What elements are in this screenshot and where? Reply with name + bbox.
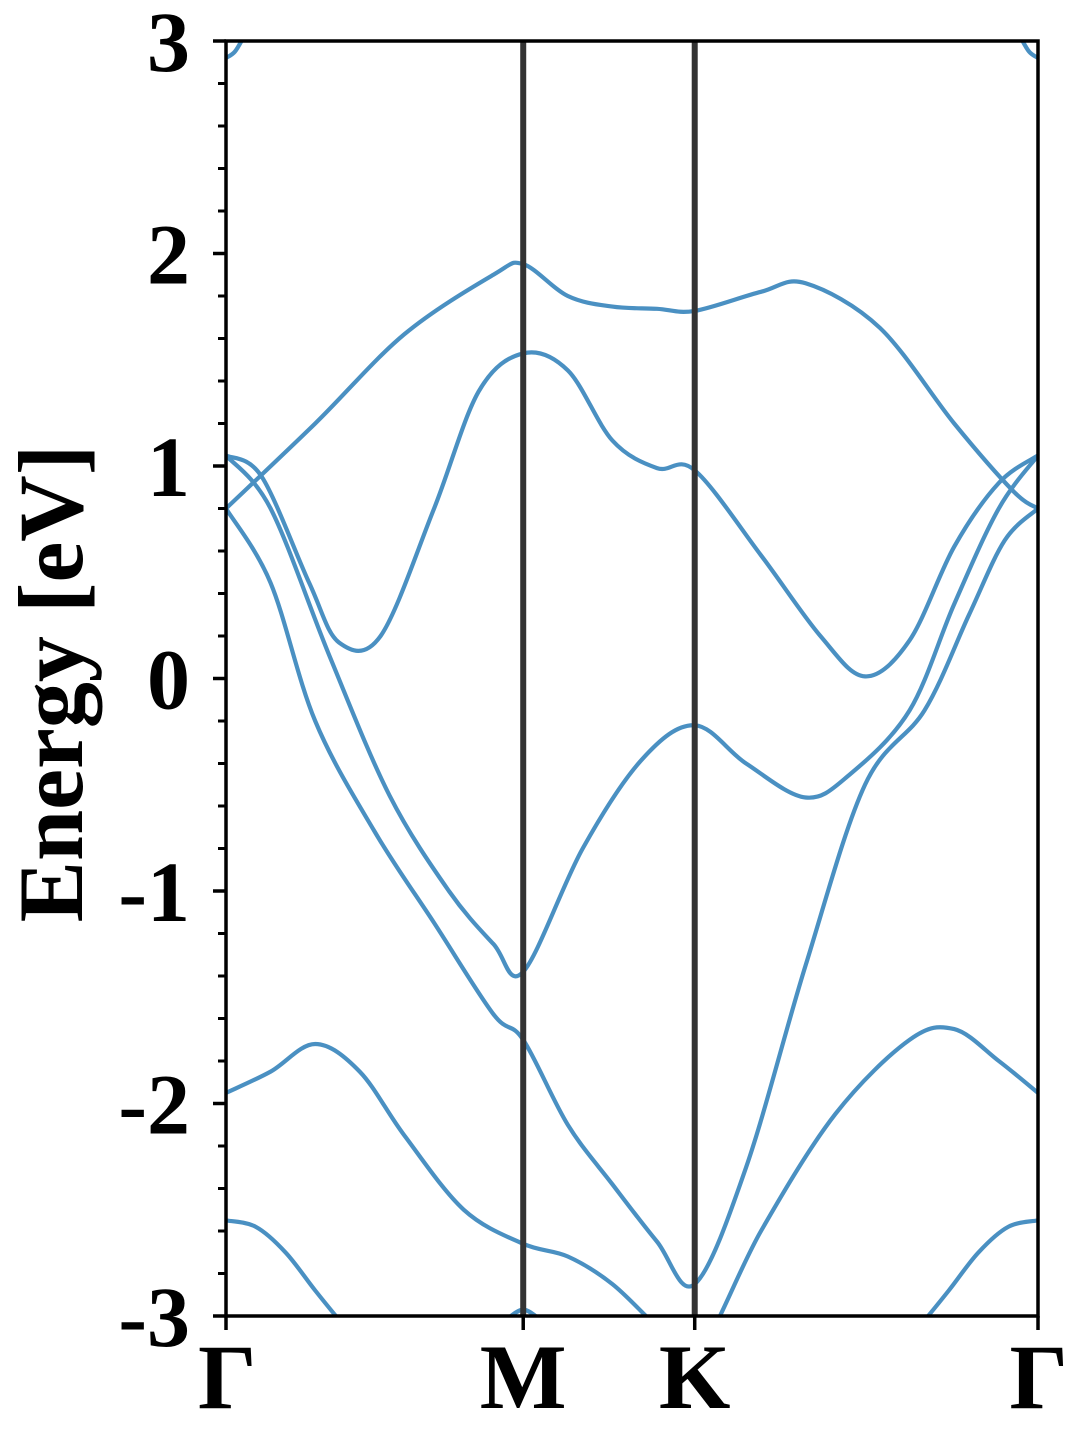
- x-tick-label: M: [480, 1326, 567, 1428]
- y-axis-label: Energy [eV]: [0, 445, 102, 923]
- y-tick-label: -1: [118, 844, 190, 940]
- band-line-7: [925, 1218, 1038, 1316]
- bands-group: [226, 41, 1038, 1316]
- band-line-1: [226, 260, 1038, 511]
- kpath-lines-group: [520, 41, 698, 1316]
- x-tick-label: K: [659, 1326, 731, 1428]
- plot-frame: [224, 39, 1040, 1318]
- x-tick-label: Γ: [1009, 1326, 1068, 1428]
- y-tick-label: -2: [118, 1057, 190, 1153]
- y-tick-label: 3: [147, 0, 190, 90]
- y-tick-label: 1: [147, 419, 190, 515]
- x-tick-label: Γ: [198, 1326, 257, 1428]
- band-line-4: [226, 506, 1038, 1289]
- y-tick-label: 0: [147, 632, 190, 728]
- band-line-9: [1020, 41, 1038, 61]
- band-line-8: [226, 41, 244, 61]
- y-tick-label: 2: [147, 207, 190, 303]
- band-line-5: [226, 1025, 1038, 1316]
- band-line-2: [226, 350, 1038, 679]
- band-line-3: [226, 453, 1038, 979]
- y-axis-ticks: -3 -2 -1 0 1 2 3: [118, 0, 226, 1365]
- band-line-6: [226, 1218, 339, 1316]
- y-tick-label: -3: [118, 1269, 190, 1365]
